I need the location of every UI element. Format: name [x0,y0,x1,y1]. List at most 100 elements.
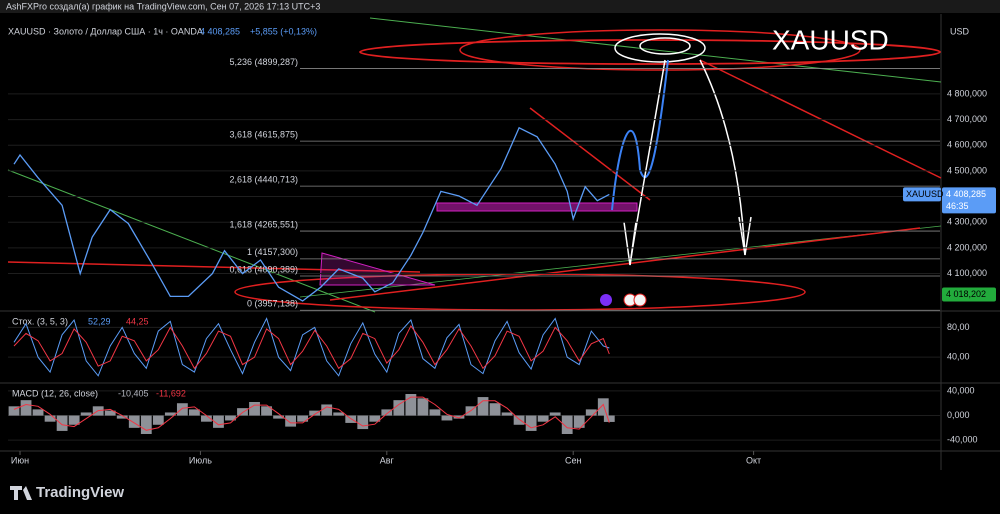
indicator-line [13,324,610,370]
indicator-value: -10,405 [118,388,149,398]
histogram-bar [80,412,92,416]
histogram-bar [381,409,393,416]
price-line [13,126,610,302]
y-tick-label: 80,00 [947,322,970,332]
y-tick-label: 40,000 [947,385,975,395]
histogram-bar [597,398,609,416]
y-tick-label: 0,000 [947,410,970,420]
histogram-bar [333,412,345,416]
histogram-bar [345,415,357,423]
histogram-bar [116,415,128,419]
x-tick-label: Авг [380,455,395,465]
symbol: XAUUSD · Золото / Доллар США · 1ч · OAND… [8,26,203,36]
ellipse [639,37,691,55]
triangle [319,252,436,286]
fib-label: 0 (3957,138) [247,299,298,309]
histogram-bar [56,415,68,431]
y-tick-label: -40,000 [947,435,978,445]
histogram-bar [140,415,152,434]
histogram-bar [237,408,248,416]
banner: AshFXPro создал(а) график на TradingView… [6,1,320,11]
currency: USD [950,26,970,36]
indicator-value: 44,25 [126,316,149,326]
projection [611,59,669,211]
histogram-bar [273,415,284,419]
fib-label: 1 (4157,300) [247,247,298,257]
y-tick-label: 4 700,000 [947,114,987,124]
price-tag [942,187,996,214]
ellipse [614,33,706,63]
ellipse [459,29,861,71]
event-icon [600,294,612,306]
histogram-bar [561,415,573,434]
histogram-bar [417,398,429,416]
histogram-bar [369,415,381,422]
histogram-bar [309,410,321,416]
y-tick-label: 4 200,000 [947,242,987,252]
arrow-head [623,216,752,266]
indicator-line [13,396,610,431]
x-tick-label: Окт [746,455,761,465]
histogram-bar [128,415,140,428]
histogram-bar [225,415,236,421]
histogram-bar [44,415,56,422]
histogram-bar [357,415,369,430]
histogram-bar [104,410,116,416]
histogram-bar [188,409,200,416]
fib-label: 2,618 (4440,713) [229,174,298,184]
x-tick-label: Сен [565,455,582,465]
y-tick-label: 4 800,000 [947,88,987,98]
histogram-bar [537,415,549,422]
histogram-bar [213,415,224,428]
trend-line [329,227,921,301]
histogram-bar [513,415,525,425]
y-tick-label: 4 600,000 [947,140,987,150]
histogram-bar [285,415,297,427]
histogram-bar [297,415,309,422]
trend-line [369,17,942,83]
symbol-tag-label: XAUUSD [906,189,944,199]
histogram-bar [249,402,260,416]
fib-label: 1,618 (4265,551) [229,219,298,229]
fib-label: 0,618 (4090,389) [229,264,298,274]
x-tick-label: Июль [189,455,212,465]
histogram-bar [525,415,537,431]
event-icon [633,293,647,307]
trend-line [7,169,376,313]
histogram-bar [68,415,80,425]
histogram-bar [393,400,405,416]
y-tick-label: 4 100,000 [947,268,987,278]
indicator-value: -11,692 [156,388,186,398]
histogram-bar [549,412,561,416]
logo-icon [10,486,32,500]
banner-bg [0,0,1000,13]
histogram-bar [405,394,417,416]
histogram-bar [603,415,615,422]
annotation: XAUUSD [772,24,889,55]
histogram-bar [489,403,501,416]
histogram-bar [441,415,453,421]
histogram-bar [573,415,585,428]
symbol-tag [903,187,941,202]
y-tick-label: 40,00 [947,352,970,362]
y-tick-label: 4 300,000 [947,217,987,227]
y-tick-label: 4 500,000 [947,165,987,175]
change: +5,855 (+0,13%) [250,26,317,36]
histogram-bar [585,409,597,416]
fib-label: 3,618 (4615,875) [229,130,298,140]
panel-title: MACD (12, 26, close) [12,388,98,398]
histogram-bar [477,397,489,416]
fib-label: 5,236 (4899,287) [229,57,298,67]
trend-line [699,59,942,179]
histogram-bar [501,412,513,416]
histogram-bar [20,400,32,416]
histogram-bar [429,409,441,416]
price: 4 408,285 [200,26,240,36]
histogram-bar [164,412,176,416]
trend-line [7,261,421,273]
histogram-bar [8,406,20,416]
price-tag-timer: 46:35 [946,201,969,211]
